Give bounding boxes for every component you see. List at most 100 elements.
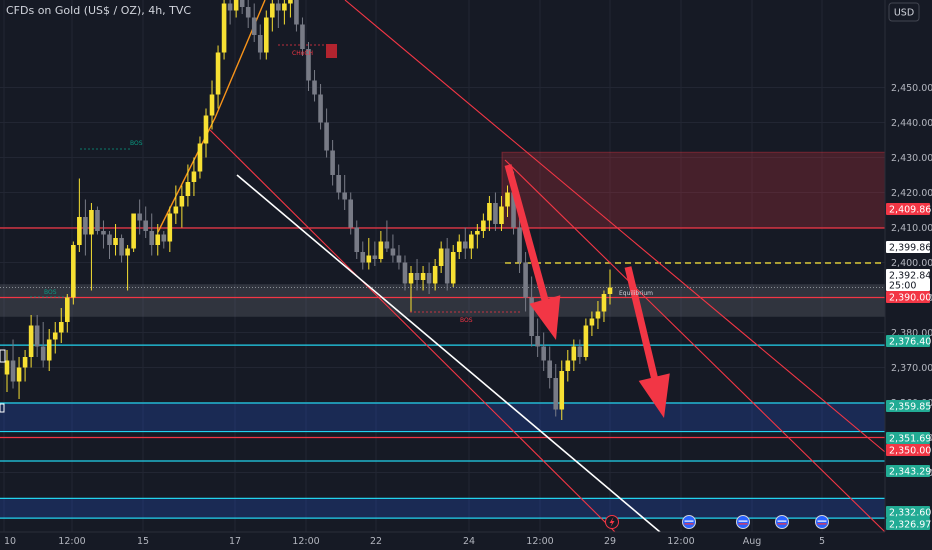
- candle-body: [125, 248, 130, 256]
- candle-body: [318, 94, 323, 123]
- y-tick-label: 2,380.00: [891, 328, 932, 339]
- flag-stripe: [684, 520, 694, 522]
- candle-body: [34, 325, 40, 347]
- candle-body: [294, 0, 299, 25]
- price-badge-label: 2,359.85: [889, 402, 931, 413]
- x-tick-label: 29: [604, 536, 616, 547]
- candle-body: [571, 346, 577, 361]
- price-badge: [886, 279, 930, 291]
- candle-body: [481, 220, 486, 231]
- currency-button[interactable]: [888, 2, 920, 22]
- price-badge: [886, 465, 930, 477]
- candle-body: [462, 241, 468, 249]
- y-tick-label: 2,400.00: [891, 258, 932, 269]
- chart-title: CFDs on Gold (US$ / OZ), 4h, TVC: [6, 4, 191, 17]
- price-badge: [886, 241, 930, 253]
- candle-body: [354, 227, 360, 252]
- candle-body: [366, 255, 372, 263]
- candle-body: [595, 311, 601, 319]
- candle-body: [239, 0, 245, 7]
- candle-body: [342, 192, 347, 200]
- candle-body: [270, 3, 275, 18]
- candle-body: [390, 248, 396, 256]
- x-tick-label: 12:00: [292, 536, 319, 547]
- price-badge: [886, 444, 930, 456]
- candle-body: [263, 17, 269, 53]
- candle-body: [402, 262, 408, 284]
- price-badge: [886, 400, 930, 412]
- us-flag-icon: [775, 515, 789, 529]
- candle-body: [523, 262, 528, 298]
- y-tick-label: 2,430.00: [891, 153, 932, 164]
- price-badge-label: 2,350.00: [889, 446, 931, 457]
- candle-body: [348, 199, 354, 228]
- x-tick-label: 15: [137, 536, 149, 547]
- candle-body: [95, 210, 100, 231]
- price-badge: [886, 269, 930, 281]
- zone-0: [502, 152, 885, 228]
- channel-upper-line: [344, 0, 886, 453]
- candle-body: [58, 322, 64, 333]
- price-badge: [886, 291, 930, 303]
- candle-body: [119, 238, 124, 256]
- candle-body: [137, 213, 142, 221]
- x-tick-label: 22: [370, 536, 382, 547]
- down-arrow-2: [624, 266, 670, 418]
- price-badge-label: 2,376.40: [889, 337, 931, 348]
- candle-body: [215, 52, 221, 95]
- candle-body: [456, 241, 462, 252]
- candle-body: [535, 336, 540, 347]
- y-tick-label: 2,370.00: [891, 363, 932, 374]
- candle-body: [300, 24, 305, 49]
- x-axis: 10 12:00 15 17 12:00 22 24 12:00 29 12:00 Aug 5: [4, 536, 825, 547]
- price-badge-label: 2,343.29: [889, 467, 931, 478]
- flag-stripe: [738, 523, 748, 525]
- x-tick-label: 5: [819, 536, 825, 547]
- price-badge-label: 2,351.69: [889, 434, 931, 445]
- currency-button-label: USD: [894, 8, 914, 19]
- candle-body: [46, 339, 52, 361]
- candle-body: [559, 371, 565, 410]
- candle-body: [16, 367, 22, 382]
- zones: [0, 151, 886, 519]
- candle-body: [324, 122, 329, 151]
- candle-body: [4, 360, 10, 375]
- orange-trend-line: [157, 0, 266, 233]
- candle-body: [499, 206, 504, 224]
- candle-body: [52, 332, 58, 340]
- x-tick-label: 12:00: [526, 536, 553, 547]
- flag-stripe: [777, 523, 787, 525]
- channel-mid-line: [504, 159, 886, 533]
- y-tick-label: 2,440.00: [891, 118, 932, 129]
- candle-body: [547, 360, 552, 378]
- annotations: Equilibrium BOS BOS CHoCH BOS: [44, 50, 653, 324]
- candle-body: [312, 80, 317, 95]
- candle-body: [541, 346, 546, 361]
- x-tick-label: 10: [4, 536, 16, 547]
- x-axis-panel: [0, 532, 932, 550]
- candle-body: [173, 206, 179, 214]
- candle-body: [601, 294, 607, 312]
- candle-body: [131, 213, 136, 249]
- candle-body: [408, 273, 414, 284]
- candle-body: [450, 252, 456, 284]
- candle-body: [378, 241, 384, 259]
- y-tick-label: 2,450.00: [891, 83, 932, 94]
- choch-box: [326, 44, 337, 58]
- down-arrow-1: [504, 164, 561, 340]
- price-badge-label: 2,326.97: [889, 520, 931, 531]
- flag-stripe: [738, 520, 748, 522]
- white-trend-line: [236, 174, 661, 533]
- price-badge: [886, 203, 930, 215]
- candle-body: [101, 231, 106, 235]
- price-badge: [886, 432, 930, 444]
- candle-body: [161, 234, 167, 242]
- candle-body: [336, 175, 341, 193]
- candle-body: [487, 203, 492, 221]
- candle-body: [233, 0, 239, 11]
- candle-body: [191, 171, 197, 182]
- price-badge-label: 2,392.84: [889, 271, 931, 282]
- candles: [0, 0, 613, 420]
